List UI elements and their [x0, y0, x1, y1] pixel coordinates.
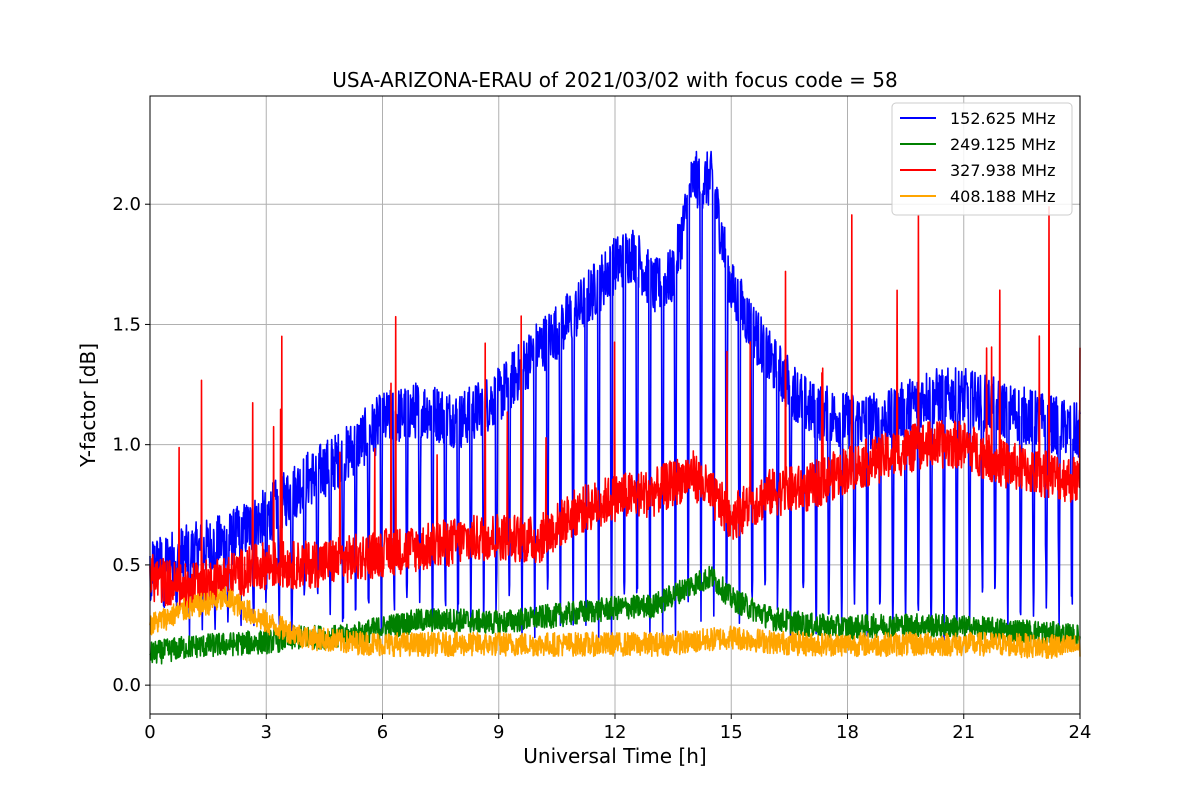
x-tick-label: 21 [952, 722, 975, 743]
x-tick-label: 6 [377, 722, 388, 743]
legend-label: 249.125 MHz [950, 135, 1055, 154]
legend: 152.625 MHz 249.125 MHz 327.938 MHz 408.188… [891, 102, 1073, 216]
y-tick-label: 1.5 [112, 314, 141, 335]
series-line [149, 586, 1081, 659]
chart-title: USA-ARIZONA-ERAU of 2021/03/02 with focu… [332, 68, 897, 92]
x-tick-label: 24 [1069, 722, 1092, 743]
series-lines [149, 150, 1081, 665]
y-tick-label: 1.0 [112, 435, 141, 456]
axis-ticks: 0 3 6 9 12 15 18 21 24 0.0 0.5 1.0 1.5 2.0 [112, 194, 1091, 743]
x-tick-label: 9 [493, 722, 504, 743]
x-tick-label: 18 [836, 722, 859, 743]
series-line [149, 206, 1081, 611]
legend-box [891, 102, 1073, 216]
x-tick-label: 15 [720, 722, 743, 743]
x-axis-label: Universal Time [h] [523, 744, 706, 768]
legend-label: 408.188 MHz [950, 187, 1055, 206]
x-tick-label: 12 [604, 722, 627, 743]
series-line [149, 150, 1081, 643]
legend-label: 152.625 MHz [950, 109, 1055, 128]
x-tick-label: 3 [261, 722, 272, 743]
y-tick-label: 0.5 [112, 555, 141, 576]
legend-label: 327.938 MHz [950, 161, 1055, 180]
y-tick-label: 0.0 [112, 675, 141, 696]
y-tick-label: 2.0 [112, 194, 141, 215]
x-tick-label: 0 [144, 722, 155, 743]
y-axis-label: Y-factor [dB] [76, 343, 100, 468]
